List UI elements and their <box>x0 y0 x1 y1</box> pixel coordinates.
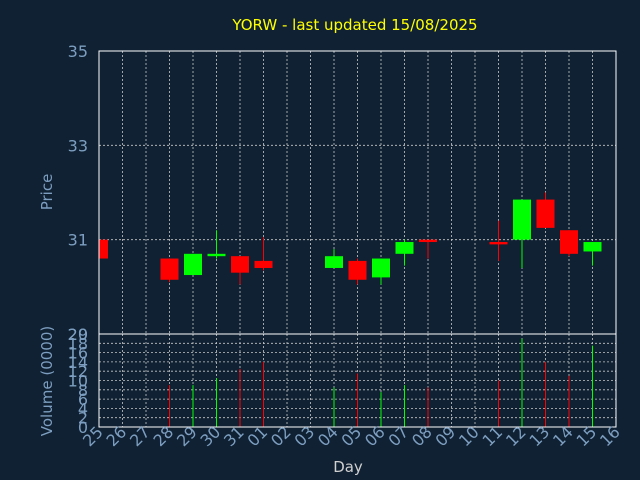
volume-tick-label: 0 <box>78 418 88 437</box>
candle-body <box>372 258 390 278</box>
candle <box>231 256 249 285</box>
price-grid <box>99 51 616 334</box>
volume-tick-label: 2 <box>78 409 88 428</box>
candle-body <box>160 258 179 280</box>
candle <box>395 239 414 266</box>
candle-body <box>348 260 367 280</box>
candle-body <box>513 199 531 240</box>
volume-bars <box>169 338 593 427</box>
volume-tick-label: 8 <box>78 381 88 400</box>
volume-tick-label: 4 <box>78 399 88 418</box>
candle <box>560 230 578 257</box>
candle-body <box>325 256 343 268</box>
candles <box>98 192 602 285</box>
candle-body <box>184 253 202 276</box>
chart-title: YORW - last updated 15/08/2025 <box>231 16 477 34</box>
candle <box>536 192 555 228</box>
candle-body <box>536 199 555 228</box>
candle <box>513 199 531 268</box>
candle-body <box>207 253 226 257</box>
candle <box>254 237 273 271</box>
price-axis-label: Price <box>38 174 56 211</box>
candle <box>489 220 508 261</box>
candle <box>160 258 179 283</box>
candle-body <box>99 239 108 259</box>
candle-body <box>231 256 249 273</box>
volume-tick-label: 10 <box>68 372 88 391</box>
volume-tick-label: 18 <box>68 334 88 353</box>
day-tick-labels: 2526272829303101020304050607080910111213… <box>79 422 624 450</box>
price-tick-label: 29 <box>68 325 88 344</box>
candle-body <box>560 230 578 254</box>
candle-body <box>395 242 414 254</box>
candle <box>207 230 226 259</box>
candle-body <box>489 242 508 245</box>
candle <box>583 242 602 266</box>
x-axis-label: Day <box>333 458 363 476</box>
candle <box>184 253 202 276</box>
price-tick-labels: 29 31 33 35 <box>68 42 88 344</box>
candle <box>372 258 390 285</box>
volume-tick-label: 14 <box>68 353 88 372</box>
candle-body <box>583 242 602 252</box>
volume-axis-label: Volume (0000) <box>38 326 56 436</box>
volume-tick-label: 12 <box>68 362 88 381</box>
price-tick-label: 35 <box>68 42 88 61</box>
candle <box>98 239 108 259</box>
volume-plot-frame <box>98 333 617 428</box>
price-tick-label: 31 <box>68 231 88 250</box>
price-tick-label: 33 <box>68 136 88 155</box>
candle-body <box>254 260 273 268</box>
volume-tick-label: 16 <box>68 344 88 363</box>
candle-body <box>419 239 437 243</box>
candle <box>348 258 367 285</box>
volume-tick-label: 20 <box>68 325 88 344</box>
candle <box>325 249 343 268</box>
candle <box>419 239 437 259</box>
volume-tick-label: 6 <box>78 390 88 409</box>
